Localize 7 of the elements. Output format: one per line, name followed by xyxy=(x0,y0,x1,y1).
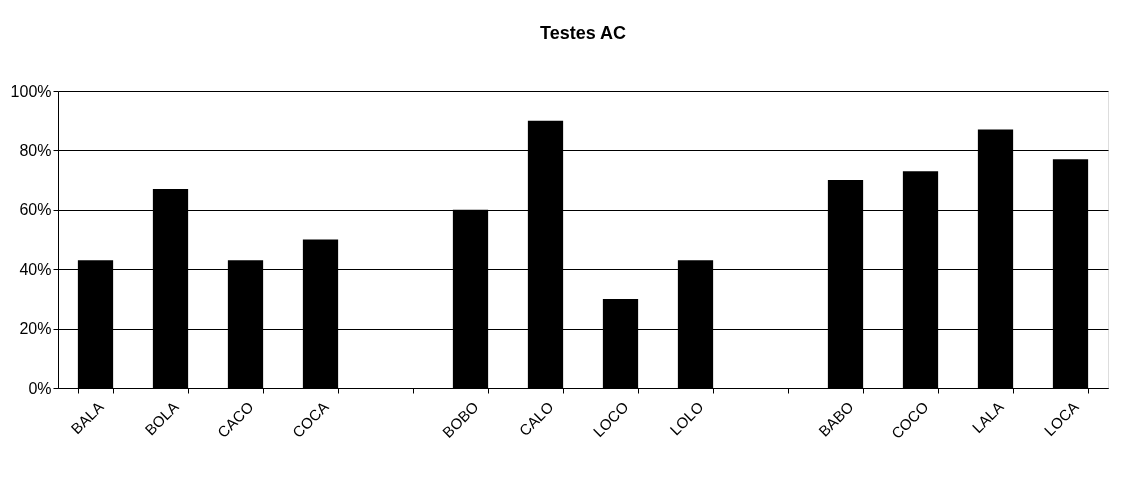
chart-title: Testes AC xyxy=(539,23,627,43)
y-tick-label: 100% xyxy=(10,82,52,100)
y-tick-label: 40% xyxy=(19,260,52,278)
y-tick-label: 80% xyxy=(19,141,52,159)
y-tick-label: 20% xyxy=(19,320,52,338)
y-tick-label: 0% xyxy=(28,379,52,397)
y-tick-label: 60% xyxy=(19,201,52,219)
